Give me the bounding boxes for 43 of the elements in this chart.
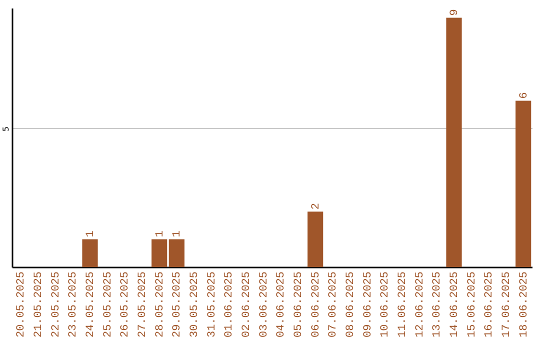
- x-tick-label: 16.06.2025: [484, 272, 496, 338]
- x-tick-label: 22.05.2025: [50, 272, 62, 338]
- x-tick-label: 03.06.2025: [258, 272, 270, 338]
- bar: [152, 239, 168, 267]
- x-tick-label: 13.06.2025: [432, 272, 444, 338]
- x-tick-label: 23.05.2025: [68, 272, 80, 338]
- x-tick-label: 27.05.2025: [137, 272, 149, 338]
- bar: [82, 239, 98, 267]
- data-label: 1: [154, 230, 166, 238]
- x-tick-label: 24.05.2025: [85, 272, 97, 338]
- x-tick-label: 11.06.2025: [397, 272, 409, 338]
- x-tick-label: 15.06.2025: [466, 272, 478, 338]
- x-tick-label: 28.05.2025: [154, 272, 166, 338]
- x-tick-label: 17.06.2025: [501, 272, 513, 338]
- x-tick-label: 21.05.2025: [33, 272, 45, 338]
- x-tick-label: 08.06.2025: [345, 272, 357, 338]
- data-label: 1: [85, 230, 97, 238]
- x-tick-label: 01.06.2025: [224, 272, 236, 338]
- data-label: 2: [310, 202, 322, 210]
- data-label: 1: [172, 230, 184, 238]
- x-tick-label: 25.05.2025: [102, 272, 114, 338]
- x-tick-label: 06.06.2025: [310, 272, 322, 338]
- x-tick-label: 10.06.2025: [380, 272, 392, 338]
- x-tick-label: 09.06.2025: [362, 272, 374, 338]
- x-tick-label: 20.05.2025: [16, 272, 28, 338]
- x-tick-label: 05.06.2025: [293, 272, 305, 338]
- y-tick-label: 5: [2, 126, 10, 132]
- x-tick-label: 14.06.2025: [449, 272, 461, 338]
- x-tick-label: 31.05.2025: [206, 272, 218, 338]
- bar: [308, 212, 324, 267]
- x-tick-label: 02.06.2025: [241, 272, 253, 338]
- bar: [446, 18, 462, 267]
- bar: [168, 239, 184, 267]
- data-label: 9: [449, 9, 461, 16]
- x-tick-label: 04.06.2025: [276, 272, 288, 338]
- x-tick-label: 30.05.2025: [189, 272, 201, 338]
- x-tick-label: 18.06.2025: [518, 272, 530, 338]
- x-tick-label: 07.06.2025: [328, 272, 340, 338]
- x-tick-label: 26.05.2025: [120, 272, 132, 338]
- x-tick-label: 12.06.2025: [414, 272, 426, 338]
- bar: [516, 100, 532, 267]
- data-label: 6: [518, 92, 530, 99]
- x-tick-label: 29.05.2025: [172, 272, 184, 338]
